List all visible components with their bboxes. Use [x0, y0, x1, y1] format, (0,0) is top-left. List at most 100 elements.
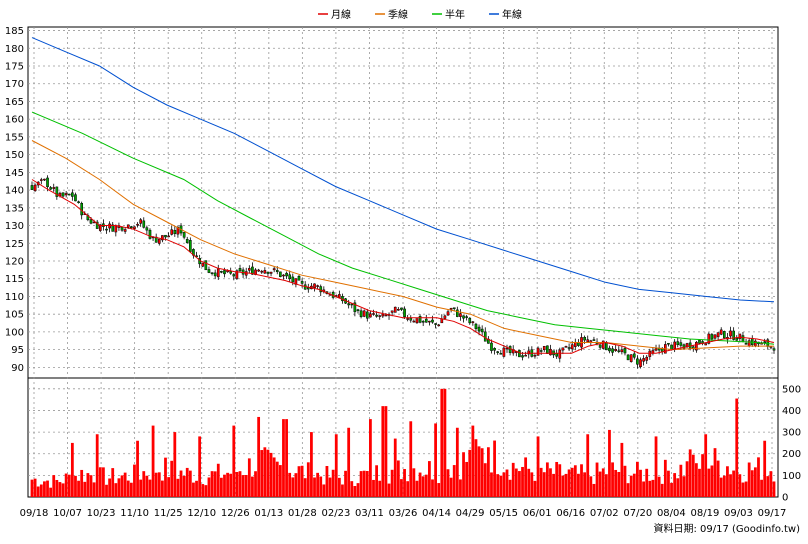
- volume-bar: [636, 461, 639, 497]
- candle-body: [126, 224, 130, 228]
- date-tick-label: 01/13: [254, 508, 283, 519]
- candle-body: [452, 307, 456, 309]
- candle-body: [167, 235, 170, 238]
- volume-bar: [521, 466, 524, 497]
- candle-body: [232, 274, 236, 277]
- volume-bar: [123, 472, 127, 497]
- volume-bar: [375, 465, 379, 497]
- date-tick-label: 10/07: [53, 508, 82, 519]
- volume-bar: [583, 472, 587, 497]
- candle-body: [43, 178, 46, 181]
- candle-body: [39, 179, 43, 181]
- volume-bar: [663, 459, 667, 497]
- volume-bar: [400, 479, 403, 497]
- candle-body: [139, 219, 142, 224]
- volume-bar: [511, 462, 515, 497]
- candle-body: [611, 348, 614, 353]
- volume-bar: [648, 480, 652, 497]
- volume-bar: [129, 482, 133, 497]
- date-tick-label: 03/11: [355, 508, 384, 519]
- candle-body: [353, 302, 357, 313]
- volume-bar: [179, 470, 183, 497]
- volume-bar: [341, 484, 344, 497]
- volume-bar: [384, 406, 388, 497]
- volume-bar: [350, 481, 354, 497]
- volume-bar: [719, 477, 723, 497]
- candle-body: [567, 347, 571, 349]
- candle-body: [393, 306, 397, 313]
- candle-body: [524, 354, 527, 357]
- candle-body: [378, 315, 382, 317]
- ma-half-line: [31, 111, 775, 345]
- candle-body: [145, 227, 149, 231]
- volume-bar: [86, 473, 90, 497]
- volume-bar: [539, 467, 543, 497]
- volume-bar: [77, 480, 80, 497]
- volume-bar: [170, 460, 174, 497]
- volume-bar: [36, 486, 40, 497]
- candle-body: [527, 350, 531, 355]
- volume-bar: [241, 475, 245, 497]
- volume-bar: [704, 434, 708, 497]
- volume-bar: [462, 452, 465, 497]
- volume-bar: [176, 478, 180, 497]
- candle-body: [338, 294, 341, 298]
- volume-tick-label: 0: [782, 493, 788, 504]
- volume-bar: [108, 478, 112, 497]
- candle-body: [719, 329, 723, 335]
- volume-tick-label: 500: [782, 384, 801, 395]
- volume-bar: [570, 467, 574, 497]
- volume-bar: [707, 468, 711, 497]
- volume-bar: [173, 432, 177, 497]
- volume-bar: [744, 481, 748, 497]
- volume-bar: [316, 472, 320, 497]
- candle-body: [182, 232, 186, 238]
- candle-body: [381, 313, 385, 317]
- candle-body: [431, 319, 434, 323]
- volume-bar: [766, 476, 770, 497]
- candle-body: [384, 314, 388, 317]
- price-tick-label: 90: [11, 363, 24, 374]
- date-tick-label: 04/29: [456, 508, 485, 519]
- volume-bar: [210, 471, 214, 497]
- candle-body: [654, 348, 658, 351]
- volume-bar: [589, 476, 593, 497]
- volume-bar: [185, 467, 189, 497]
- volume-bar: [120, 475, 124, 497]
- price-tick-label: 135: [5, 203, 24, 214]
- volume-bar: [83, 481, 87, 497]
- legend-label: 年線: [502, 8, 522, 21]
- candle-body: [114, 225, 118, 233]
- price-tick-label: 155: [5, 132, 24, 143]
- candle-body: [173, 230, 177, 234]
- volume-bar: [201, 484, 205, 497]
- volume-bar: [533, 480, 537, 497]
- volume-bar: [319, 476, 323, 497]
- volume-bar: [645, 468, 649, 497]
- volume-bar: [331, 469, 335, 497]
- candle-body: [356, 309, 360, 311]
- candle-body: [722, 331, 726, 339]
- volume-bar: [496, 474, 500, 497]
- candle-body: [614, 349, 617, 351]
- candle-body: [601, 340, 605, 349]
- price-tick-label: 185: [5, 26, 24, 37]
- volume-bar: [192, 482, 195, 497]
- candle-body: [418, 316, 422, 323]
- volume-bar: [753, 467, 757, 497]
- volume-bar: [676, 478, 680, 497]
- date-tick-label: 06/16: [556, 508, 585, 519]
- candle-body: [502, 347, 506, 357]
- candle-body: [216, 268, 220, 278]
- candle-body: [744, 343, 748, 345]
- date-tick-label: 12/10: [187, 508, 216, 519]
- volume-bar: [117, 478, 121, 497]
- date-tick-label: 06/01: [523, 508, 552, 519]
- volume-bar: [682, 476, 686, 497]
- volume-bar: [437, 483, 441, 497]
- volume-bar: [105, 484, 108, 497]
- volume-bar: [459, 479, 462, 497]
- volume-bar: [629, 475, 633, 497]
- candle-body: [555, 353, 559, 357]
- volume-bar: [133, 464, 136, 497]
